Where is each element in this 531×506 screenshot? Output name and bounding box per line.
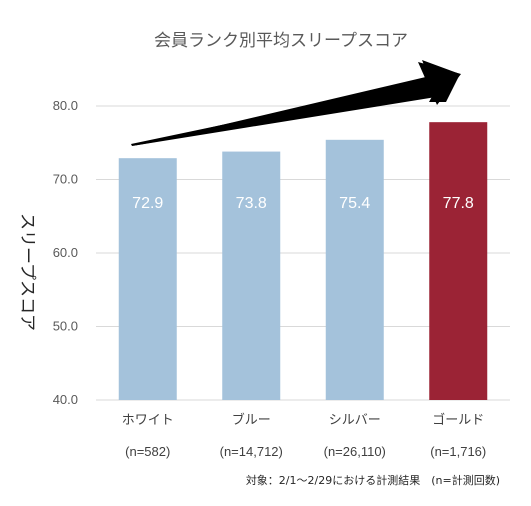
chart-title: 会員ランク別平均スリープスコア (154, 31, 408, 51)
bars: 72.9 73.8 75.4 77.8 (118, 122, 488, 401)
category-sublabel: (n=14,712) (220, 444, 283, 459)
y-tick-label: 50.0 (53, 319, 78, 334)
category-label: ホワイト (122, 413, 174, 428)
category-sublabel: (n=26,110) (324, 444, 386, 459)
y-axis-label: スリープスコア (17, 213, 37, 331)
data-label: 75.4 (339, 195, 370, 212)
footnote: 対象：2/1～2/29における計測結果 (n=計測回数) (246, 473, 500, 487)
y-tick-label: 40.0 (53, 392, 78, 407)
y-tick-label: 80.0 (53, 98, 78, 113)
data-label: 77.8 (443, 195, 474, 212)
category-labels: ホワイト (n=582) ブルー (n=14,712) シルバー (n=26,110) ゴー… (122, 412, 487, 459)
y-tick-label: 70.0 (53, 172, 78, 187)
bar (222, 151, 281, 400)
category-sublabel: (n=582) (125, 444, 170, 459)
category-label: ブルー (232, 412, 271, 428)
y-tick-label: 60.0 (53, 245, 78, 260)
category-sublabel: (n=1,716) (430, 444, 486, 459)
trend-arrow (131, 60, 461, 146)
trend-arrow-head (418, 62, 461, 105)
bar (429, 122, 488, 401)
bar (325, 139, 384, 400)
data-label: 72.9 (132, 195, 163, 212)
trend-arrow-shape (131, 60, 460, 146)
y-tick-labels: 40.0 50.0 60.0 70.0 80.0 (53, 98, 78, 407)
trend-arrow-shaft (132, 76, 436, 146)
category-label: ゴールド (432, 412, 484, 428)
data-label: 73.8 (236, 195, 267, 212)
category-label: シルバー (329, 413, 381, 428)
bar (118, 158, 177, 400)
